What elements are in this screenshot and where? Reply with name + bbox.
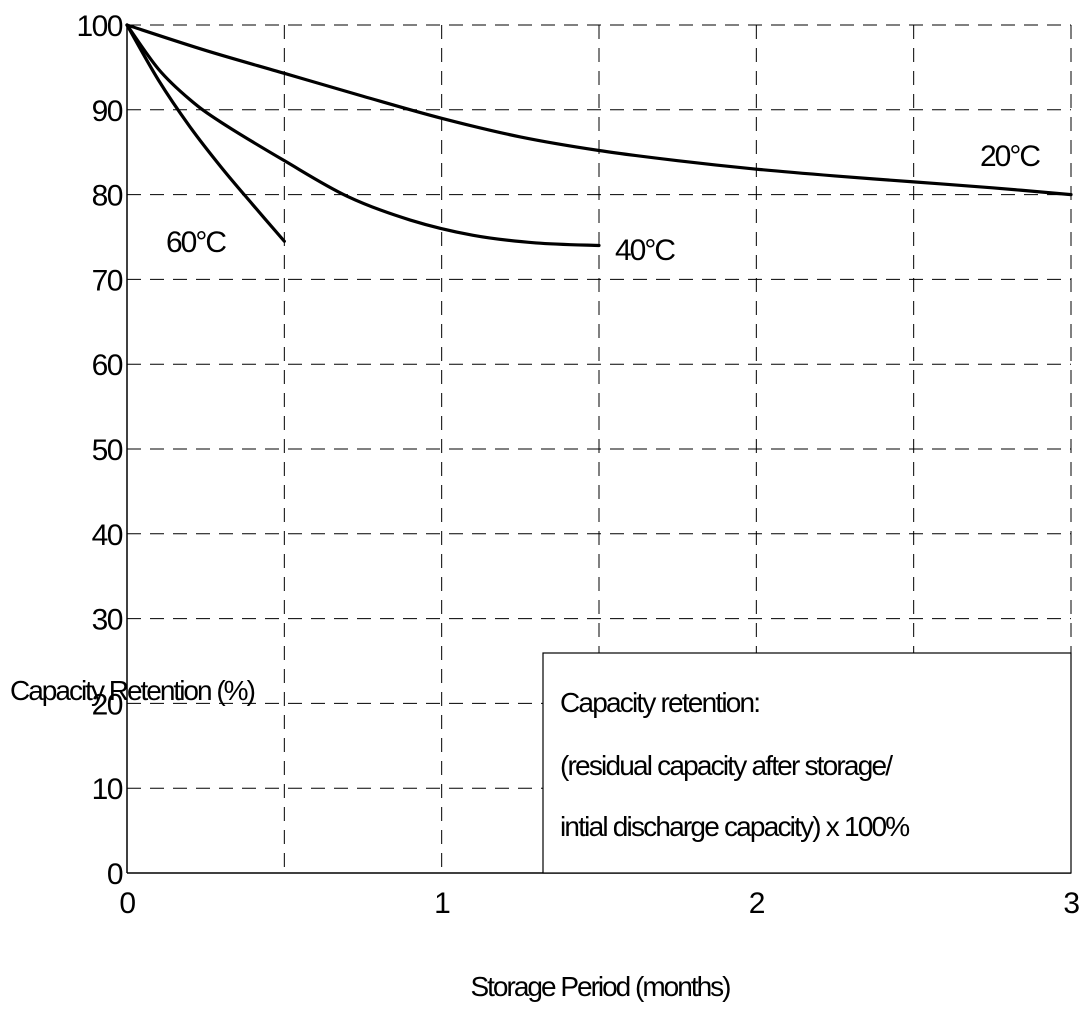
note-line-1: Capacity retention:: [560, 687, 759, 718]
y-axis-label: Capacity Retention (%): [10, 675, 255, 706]
x-tick-label-0: 0: [119, 887, 135, 920]
series-line-40c: [125, 23, 601, 248]
x-tick-label-2: 2: [749, 887, 765, 920]
y-tick-label-5: 50: [92, 434, 123, 467]
series: [125, 23, 1073, 248]
y-tick-label-10: 100: [76, 10, 122, 43]
y-tick-label-1: 10: [92, 773, 123, 806]
y-tick-label-4: 40: [92, 519, 123, 552]
x-tick-label-3: 3: [1063, 887, 1079, 920]
series-line-60c: [125, 23, 286, 243]
y-tick-labels: 0 10 20 30 40 50 60 70 80 90 100: [76, 10, 124, 891]
x-tick-label-1: 1: [434, 887, 450, 920]
y-tick-label-3: 30: [92, 604, 123, 637]
y-tick-label-9: 90: [92, 95, 123, 128]
y-tick-label-7: 70: [92, 264, 123, 297]
y-tick-label-2: 20: [92, 688, 123, 721]
note-line-3: intial discharge capacity) x 100%: [560, 811, 909, 842]
series-label-40c: 40°C: [615, 234, 675, 267]
x-tick-labels: 0 1 2 3: [119, 887, 1081, 920]
note-box-frame: [542, 652, 1072, 874]
formula-note-box: Capacity retention: (residual capacity a…: [542, 652, 1072, 874]
series-label-60c: 60°C: [166, 226, 226, 259]
series-label-20c: 20°C: [980, 140, 1040, 173]
y-tick-label-0: 0: [107, 858, 123, 891]
series-line-20c: [125, 23, 1073, 197]
note-line-2: (residual capacity after storage/: [560, 750, 893, 781]
y-tick-label-6: 60: [92, 349, 123, 382]
y-tick-label-8: 80: [92, 180, 123, 213]
x-axis-label: Storage Period (months): [470, 971, 730, 1002]
